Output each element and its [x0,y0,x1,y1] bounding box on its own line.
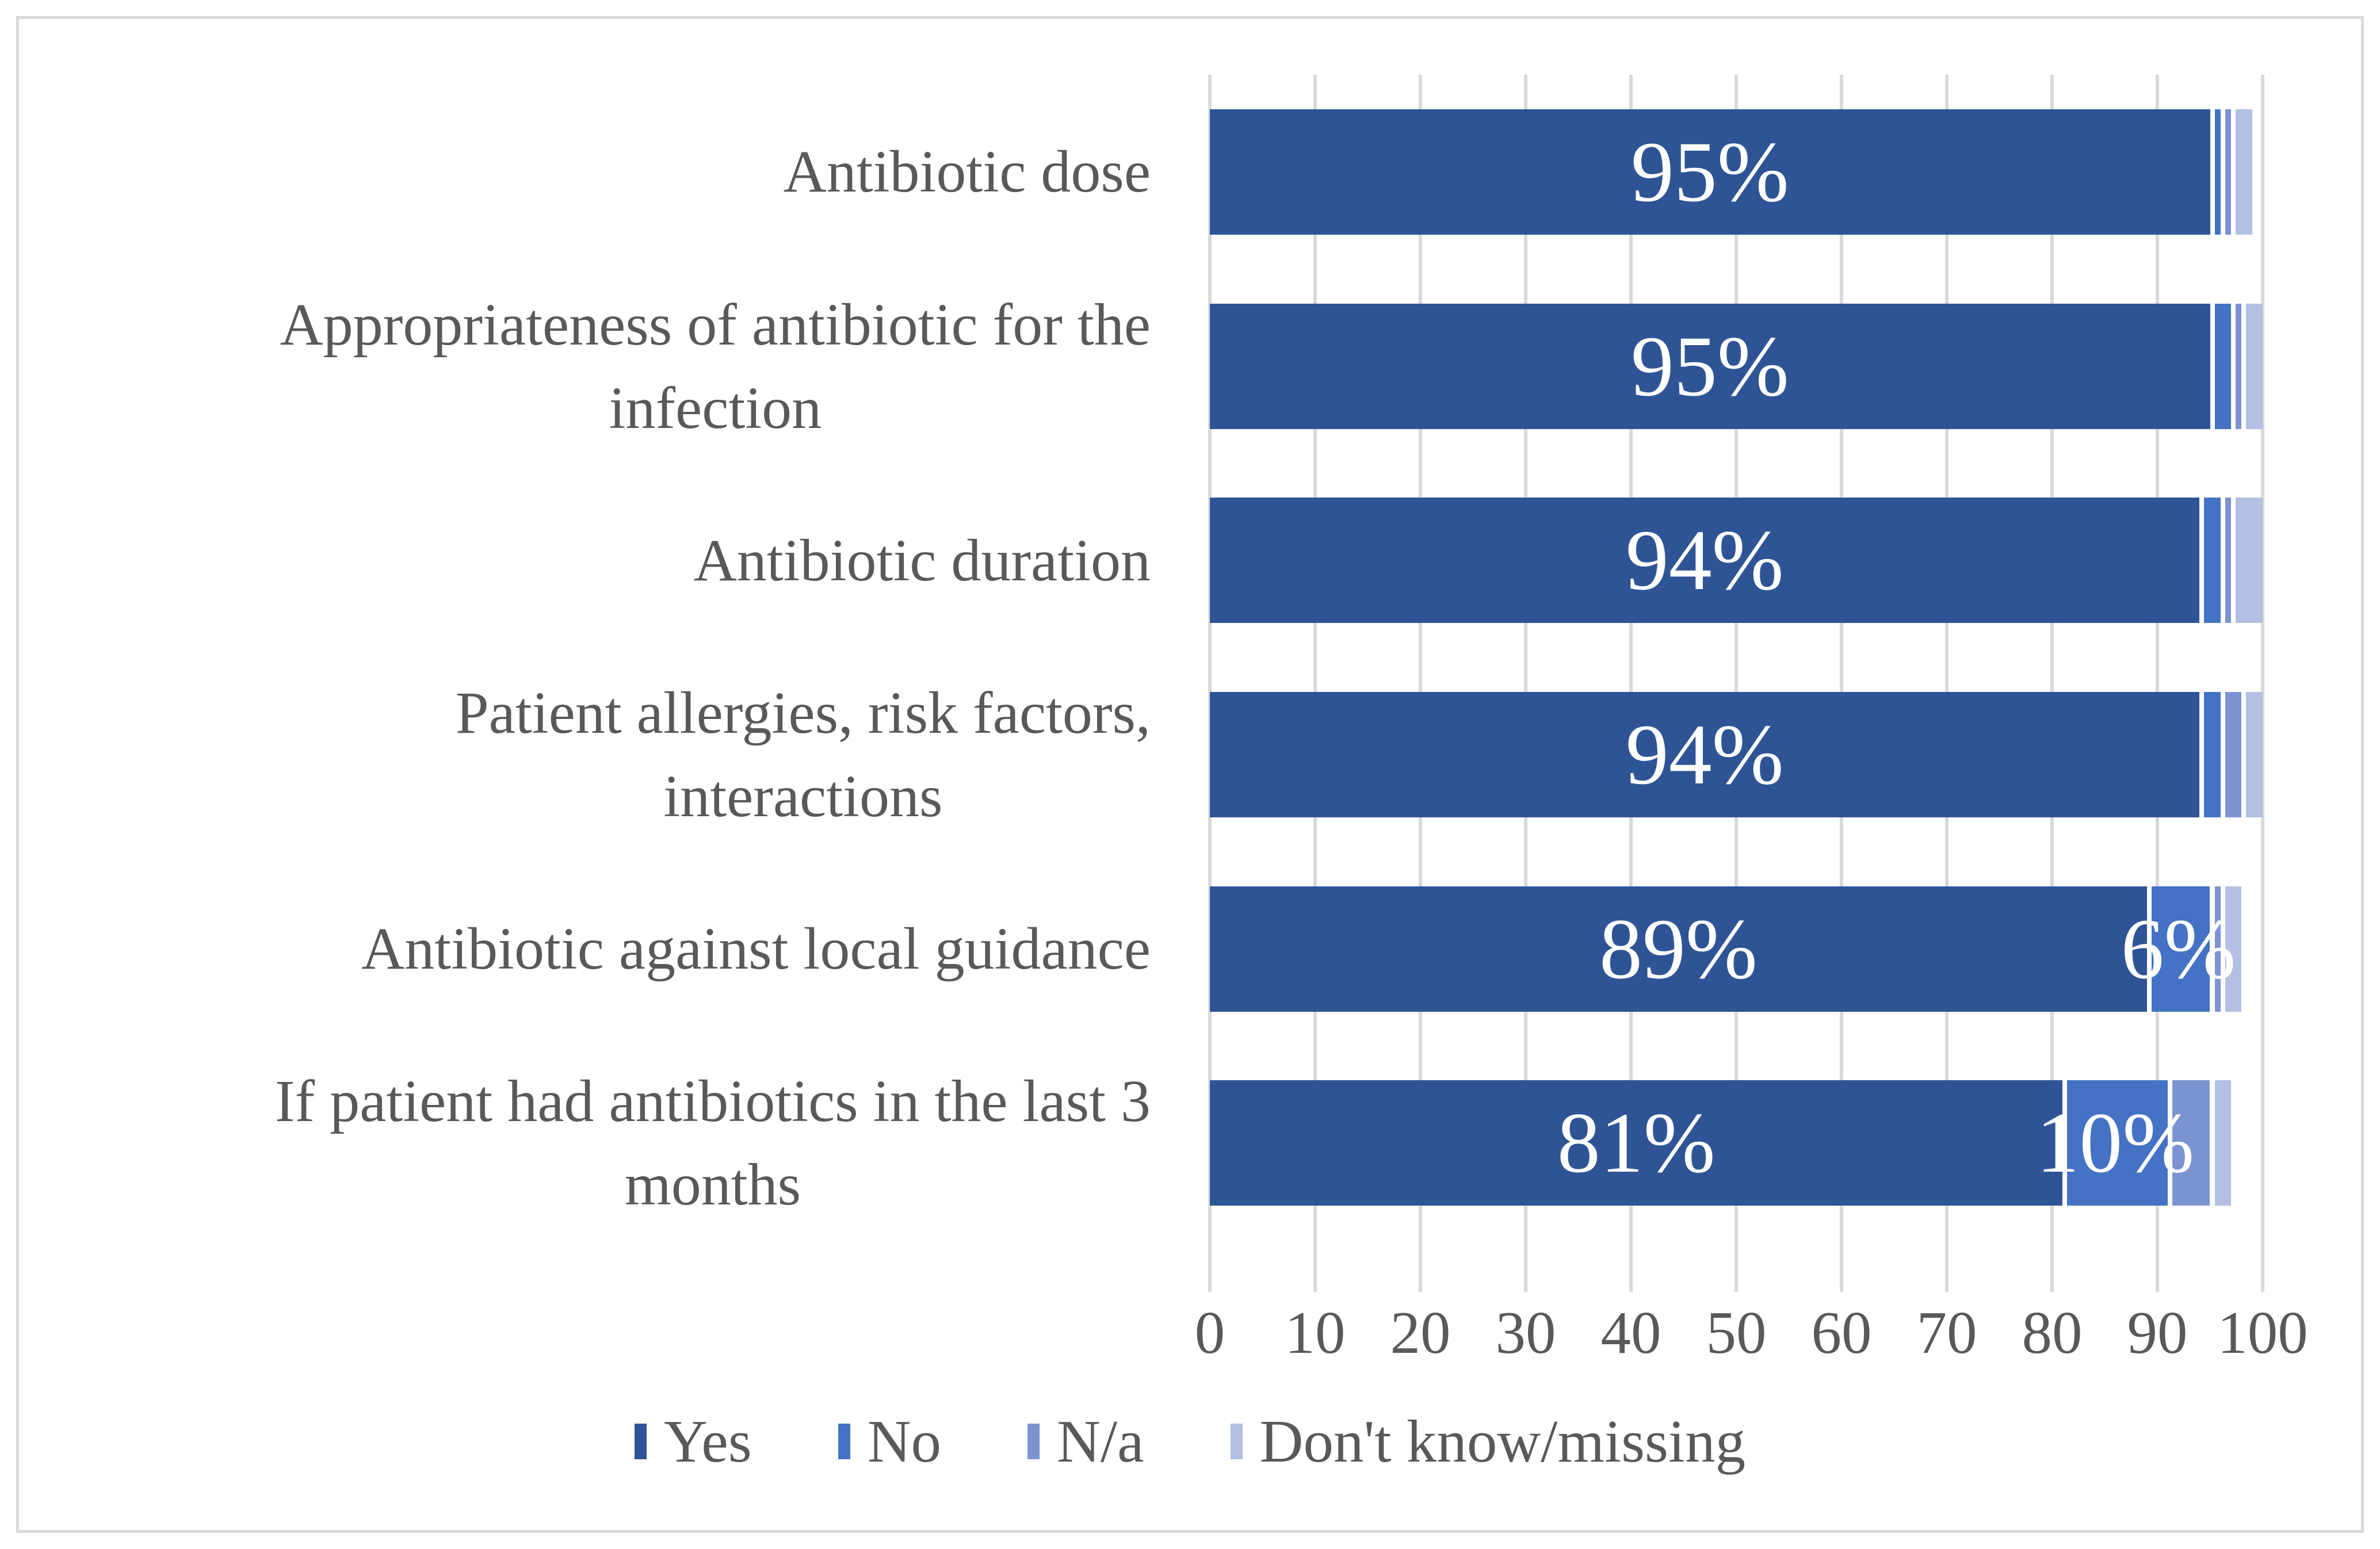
category-label-line: Appropriateness of antibiotic for the [280,291,1151,358]
category-label: Appropriateness of antibiotic for the inf… [280,283,1151,450]
bar-value-label: 89% [1599,901,1758,997]
bar-segment-yes [1210,303,2210,429]
bar-value-label: 81% [1557,1095,1716,1191]
bar-segment-don-t-know-missing [2225,886,2242,1012]
gridline-0 [1208,75,1212,1292]
legend-label: Don't know/missing [1259,1408,1746,1475]
category-label: Antibiotic against local guidance [361,907,1151,990]
category-label-line: interactions [663,763,943,829]
bar-value-label: 95% [1630,124,1789,220]
category-label: Patient allergies, risk factors, interact… [456,671,1151,838]
bar-segment-don-t-know-missing [2214,1080,2232,1206]
bar-segment-n-a [2236,303,2242,429]
legend: Yes No N/a Don't know/missing [0,1406,2380,1476]
category-label-line: Antibiotic dose [783,139,1151,205]
legend-item-yes: Yes [634,1406,752,1476]
legend-item-n-a: N/a [1027,1406,1144,1476]
category-label: Antibiotic duration [694,519,1151,602]
bar-segment-no [2214,303,2232,429]
gridline-70 [1945,75,1949,1292]
legend-marker-icon [838,1423,850,1459]
bar-segment-no [2204,691,2221,817]
bar-segment-n-a [2225,109,2232,235]
bar-segment-don-t-know-missing [2246,691,2263,817]
x-tick-label-60: 60 [1811,1299,1872,1366]
x-tick-label-20: 20 [1390,1299,1451,1366]
x-tick-label-100: 100 [2217,1299,2308,1366]
legend-marker-icon [1027,1423,1040,1459]
legend-marker-icon [634,1423,647,1459]
gridline-50 [1735,75,1738,1292]
bar-segment-don-t-know-missing [2236,498,2263,624]
bar-segment-no [2151,886,2210,1012]
bar-segment-yes [1210,691,2200,817]
legend-item-don-t-know-missing: Don't know/missing [1230,1406,1746,1476]
gridline-100 [2261,75,2264,1292]
legend-label: No [867,1408,942,1475]
category-label-line: Antibiotic duration [693,527,1151,594]
bar-segment-no [2067,1080,2168,1206]
gridline-60 [1840,75,1843,1292]
bar-segment-n-a [2225,691,2242,817]
x-tick-label-70: 70 [1916,1299,1977,1366]
bar-value-label: 6% [2121,901,2236,997]
gridline-40 [1629,75,1633,1292]
x-tick-label-10: 10 [1285,1299,1346,1366]
bar-value-label: 94% [1625,512,1784,609]
category-label-line: infection [609,374,822,441]
bar-segment-n-a [2214,886,2221,1012]
bar-segment-n-a [2172,1080,2210,1206]
legend-label: N/a [1057,1408,1144,1475]
x-tick-label-0: 0 [1194,1299,1225,1366]
gridline-30 [1524,75,1527,1292]
bar-segment-don-t-know-missing [2246,303,2263,429]
bar-segment-yes [1210,109,2210,235]
bar-value-label: 10% [2036,1095,2195,1191]
bar-segment-yes [1210,886,2147,1012]
bar-segment-no [2214,109,2221,235]
category-label-line: Antibiotic against local guidance [361,916,1151,982]
category-label-line: Patient allergies, risk factors, [455,679,1151,746]
category-label-line: months [624,1152,801,1218]
chart-border [16,16,2364,1533]
category-label: If patient had antibiotics in the last 3… [275,1060,1151,1226]
x-tick-label-80: 80 [2022,1299,2083,1366]
bar-value-label: 94% [1625,706,1784,802]
gridline-90 [2156,75,2159,1292]
legend-marker-icon [1230,1423,1243,1459]
gridline-10 [1313,75,1317,1292]
bar-value-label: 95% [1630,318,1789,414]
gridline-80 [2050,75,2054,1292]
x-tick-label-40: 40 [1600,1299,1661,1366]
bar-segment-n-a [2225,498,2232,624]
bar-segment-yes [1210,498,2200,624]
category-label: Antibiotic dose [784,130,1151,213]
category-label-line: If patient had antibiotics in the last 3 [274,1068,1151,1135]
bar-segment-no [2204,498,2221,624]
x-tick-label-30: 30 [1495,1299,1556,1366]
bar-segment-yes [1210,1080,2063,1206]
legend-label: Yes [663,1408,752,1475]
legend-item-no: No [838,1406,941,1476]
bar-segment-don-t-know-missing [2236,109,2252,235]
x-tick-label-50: 50 [1706,1299,1767,1366]
gridline-20 [1419,75,1422,1292]
x-tick-label-90: 90 [2127,1299,2188,1366]
